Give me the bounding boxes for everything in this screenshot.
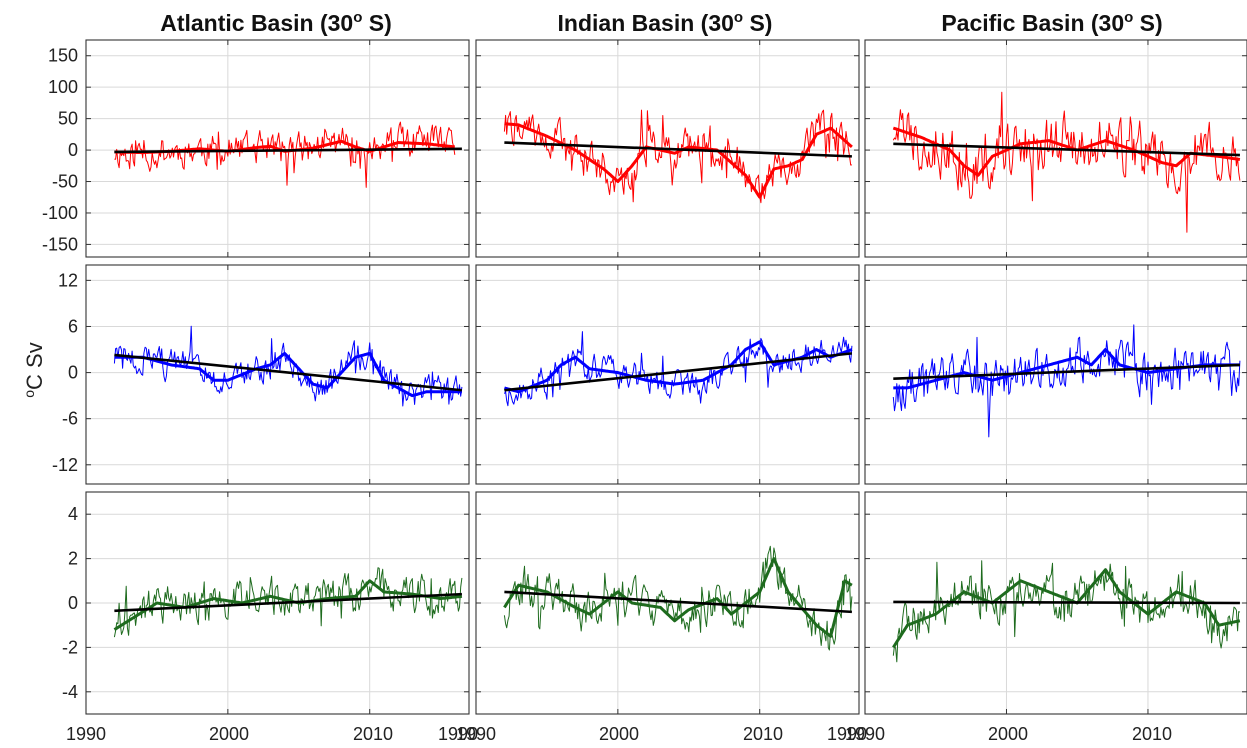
plot-area [892, 560, 1241, 663]
smoothed-series-line [113, 579, 463, 631]
x-tick-label: 1990 [845, 724, 885, 744]
panel-indian-row3 [475, 491, 860, 715]
y-tick-label: 6 [68, 316, 78, 336]
plot-area [113, 325, 463, 407]
smoothed-series-line [892, 126, 1241, 177]
y-tick-label: -2 [62, 637, 78, 657]
panel-frame [864, 264, 1247, 485]
plot-area [892, 91, 1241, 233]
x-tick-label: 1990 [456, 724, 496, 744]
trend-line [114, 592, 462, 613]
y-tick-label: -6 [62, 409, 78, 429]
y-tick-label: 0 [68, 140, 78, 160]
y-tick-label: 0 [68, 593, 78, 613]
monthly-series-line [114, 121, 456, 188]
panel-pacific-row2 [864, 264, 1247, 485]
panel-pacific-row3 [864, 491, 1247, 715]
x-tick-labels: 1990 2000 2010 1990 1990 2000 2010 1990 … [66, 724, 1172, 744]
y-tick-label: 50 [58, 109, 78, 129]
plot-area [113, 567, 463, 638]
trend-line [114, 147, 462, 154]
plot-area [892, 324, 1241, 438]
panel-atlantic-row2: 12 6 0 -6 -12 [52, 264, 470, 485]
panel-frame [475, 39, 860, 258]
y-tick-label: 12 [58, 270, 78, 290]
gridlines [476, 492, 859, 714]
y-tick-label: -50 [52, 172, 78, 192]
monthly-series-line [503, 331, 853, 407]
panel-indian-row2 [475, 264, 860, 485]
panel-indian-row1 [475, 39, 860, 258]
col-title-atlantic: Atlantic Basin (30o S) [160, 9, 392, 36]
gridlines [476, 265, 859, 484]
y-tick-label: -4 [62, 682, 78, 702]
smoothed-series-line [503, 557, 853, 638]
panel-frame [864, 39, 1247, 258]
plot-area [503, 109, 853, 204]
y-tick-label: 4 [68, 504, 78, 524]
trend-line [504, 352, 853, 392]
y-tick-label: -150 [42, 234, 78, 254]
trend-line [114, 353, 463, 392]
monthly-series-line [503, 109, 852, 204]
panel-frame [864, 491, 1247, 715]
x-tick-label: 2010 [1132, 724, 1172, 744]
x-tick-label: 2000 [209, 724, 249, 744]
x-tick-label: 1990 [827, 724, 867, 744]
y-tick-label: 0 [68, 363, 78, 383]
trend-line [504, 590, 852, 614]
x-tick-label: 2000 [599, 724, 639, 744]
panels-group: 150 100 50 0 -50 -100 -150 12 6 0 -6 -12 4 2 0 -2 -4 [42, 39, 1247, 715]
x-tick-label: 1990 [66, 724, 106, 744]
y-tick-label: 100 [48, 77, 78, 97]
col-title-pacific: Pacific Basin (30o S) [941, 9, 1162, 36]
gridlines [86, 492, 469, 714]
panel-atlantic-row3: 4 2 0 -2 -4 [62, 491, 470, 715]
y-tick-label: -100 [42, 203, 78, 223]
y-tick-label: 150 [48, 46, 78, 66]
x-tick-label: 2000 [988, 724, 1028, 744]
monthly-series-line [892, 91, 1241, 233]
panel-atlantic-row1: 150 100 50 0 -50 -100 -150 [42, 39, 470, 258]
y-axis-label: oC Sv [21, 342, 47, 397]
y-tick-label: -12 [52, 455, 78, 475]
panel-pacific-row1 [864, 39, 1247, 258]
panel-frame [85, 39, 470, 258]
plot-area [114, 121, 462, 188]
gridlines [86, 265, 469, 484]
trend-line [504, 141, 852, 158]
smoothed-series-line [114, 351, 463, 398]
panel-frame [85, 491, 470, 715]
monthly-series-line [892, 560, 1241, 663]
x-tick-label: 2010 [743, 724, 783, 744]
plot-area [503, 545, 853, 651]
panel-frame [475, 491, 860, 715]
col-title-indian: Indian Basin (30o S) [558, 9, 773, 36]
trend-line [893, 142, 1240, 157]
plot-area [503, 331, 853, 407]
panel-frame [475, 264, 860, 485]
trend-line [893, 600, 1240, 605]
y-tick-label: 2 [68, 549, 78, 569]
gridlines [476, 40, 859, 257]
monthly-series-line [113, 567, 463, 638]
monthly-series-line [892, 324, 1241, 438]
trend-line [893, 363, 1240, 381]
panel-frame [85, 264, 470, 485]
x-tick-label: 1990 [438, 724, 478, 744]
smoothed-series-line [892, 568, 1241, 649]
x-tick-label: 2010 [353, 724, 393, 744]
